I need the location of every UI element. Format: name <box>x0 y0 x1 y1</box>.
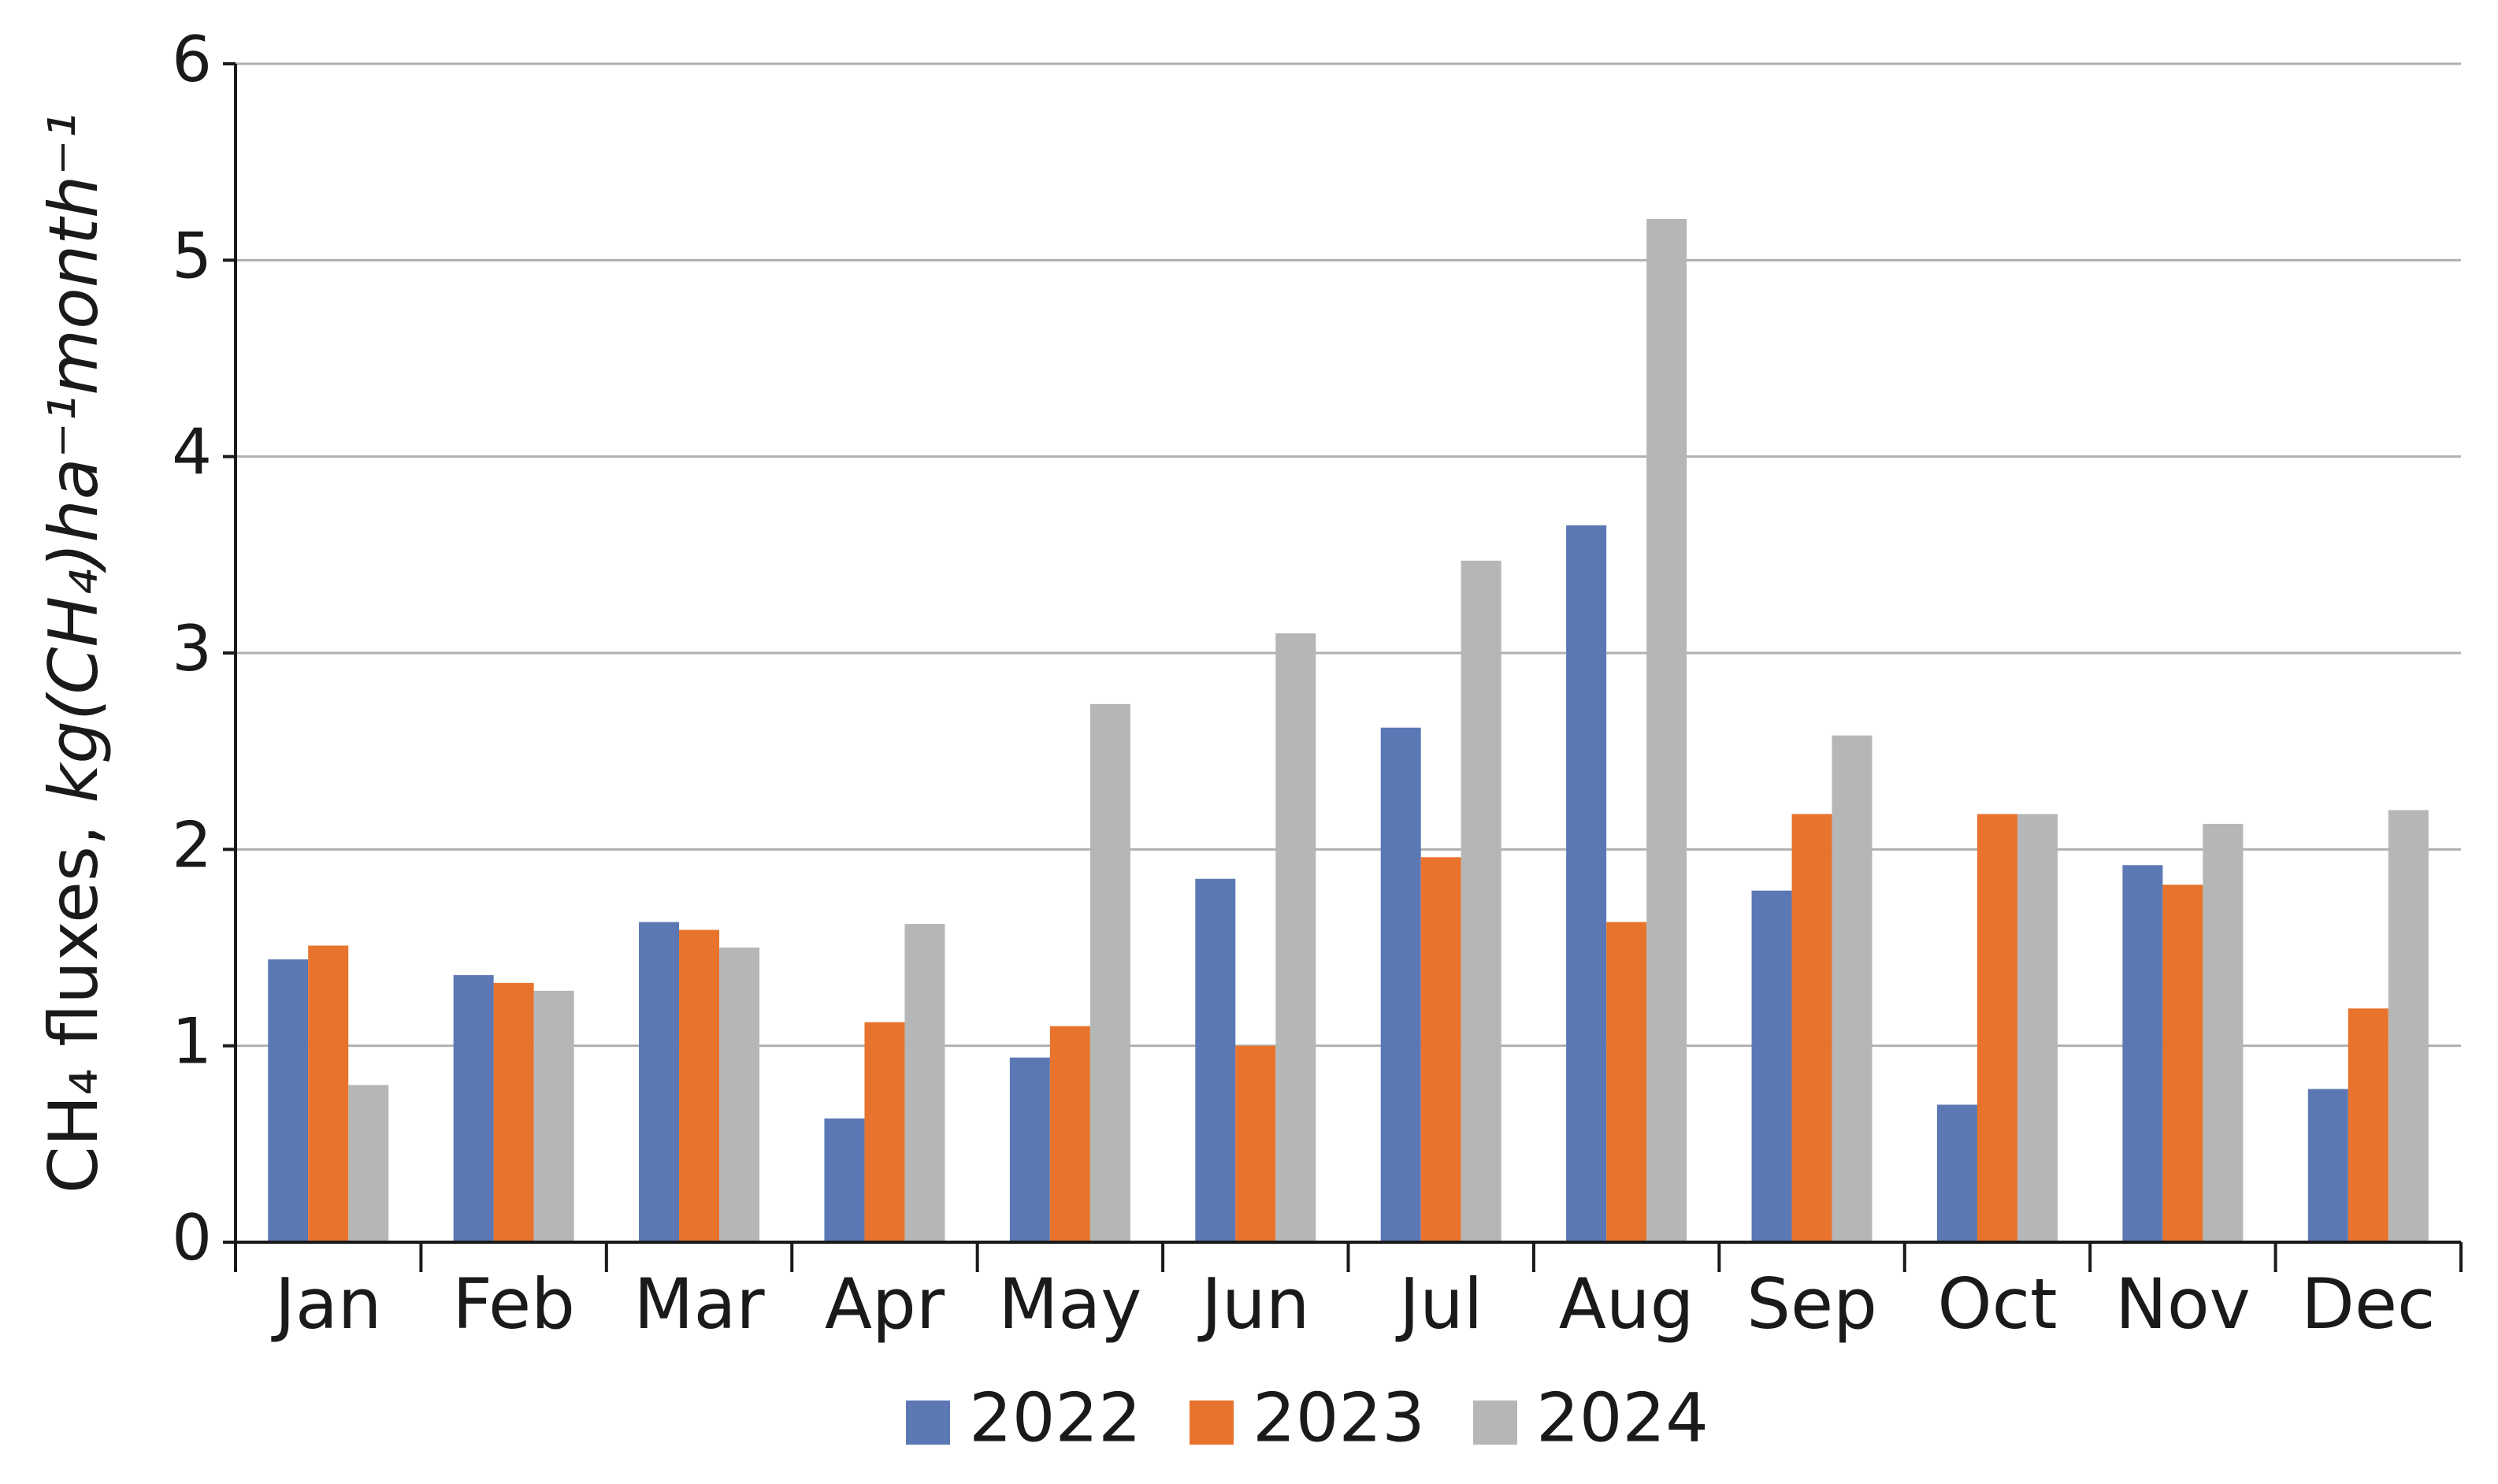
bar <box>1791 814 1832 1242</box>
bar <box>1606 922 1647 1242</box>
y-tick-label: 0 <box>172 1201 212 1274</box>
bar <box>2348 1008 2389 1242</box>
bar <box>1420 857 1461 1242</box>
bar <box>2122 865 2163 1242</box>
x-tick-label: Jul <box>1395 1263 1483 1345</box>
bar <box>904 924 945 1242</box>
bar <box>1832 735 1873 1242</box>
x-tick-label: Jun <box>1197 1263 1310 1345</box>
bar <box>824 1118 865 1242</box>
x-tick-label: Aug <box>1559 1263 1694 1345</box>
bar <box>1089 703 1130 1242</box>
legend-swatch <box>906 1401 950 1445</box>
y-tick-label: 1 <box>172 1005 212 1078</box>
x-tick-label: Jan <box>271 1263 382 1345</box>
bar <box>453 974 494 1242</box>
bar <box>1751 890 1792 1242</box>
bar <box>1049 1026 1090 1242</box>
y-axis-label: CH₄ fluxes, kg(CH₄)ha⁻¹month⁻¹ <box>35 113 113 1194</box>
bar <box>1380 727 1421 1242</box>
bar <box>2307 1089 2348 1242</box>
x-tick-label: Nov <box>2115 1263 2251 1345</box>
bar <box>308 945 349 1242</box>
x-tick-label: Sep <box>1746 1263 1877 1345</box>
bar <box>2388 810 2429 1242</box>
y-tick-label: 3 <box>172 612 212 685</box>
y-tick-label: 6 <box>172 23 212 96</box>
bar <box>1275 633 1316 1242</box>
x-tick-label: Mar <box>634 1263 766 1345</box>
legend-label: 2022 <box>969 1378 1141 1457</box>
legend-label: 2023 <box>1253 1378 1425 1457</box>
bar <box>2203 823 2244 1242</box>
legend-swatch <box>1473 1401 1517 1445</box>
bar <box>1461 560 1501 1242</box>
bar <box>268 959 309 1242</box>
y-tick-label: 4 <box>172 416 212 489</box>
x-tick-label: Dec <box>2301 1263 2435 1345</box>
bar <box>1195 878 1236 1242</box>
bar <box>679 929 720 1242</box>
bar <box>2017 814 2058 1242</box>
bar <box>719 948 760 1242</box>
y-tick-label: 5 <box>172 219 212 292</box>
y-label-part: CH₄ fluxes, <box>35 803 113 1193</box>
x-tick-label: May <box>998 1263 1141 1345</box>
legend-swatch <box>1190 1401 1234 1445</box>
bar <box>533 990 574 1242</box>
legend-label: 2024 <box>1536 1378 1709 1457</box>
bar <box>1936 1104 1977 1242</box>
bar <box>864 1022 905 1242</box>
y-tick-label: 2 <box>172 808 212 881</box>
y-label-part: kg(CH₄)ha⁻¹month⁻¹ <box>35 113 113 803</box>
bar <box>348 1085 389 1242</box>
bar <box>1646 218 1687 1242</box>
bar <box>1009 1057 1050 1242</box>
x-tick-label: Feb <box>452 1263 575 1345</box>
bar <box>1977 814 2017 1242</box>
bar <box>1235 1045 1276 1242</box>
bar <box>493 982 534 1242</box>
x-tick-label: Apr <box>825 1263 945 1345</box>
bar <box>639 922 680 1242</box>
bar <box>1566 525 1607 1242</box>
x-tick-label: Oct <box>1937 1263 2057 1345</box>
bar <box>2162 885 2203 1242</box>
